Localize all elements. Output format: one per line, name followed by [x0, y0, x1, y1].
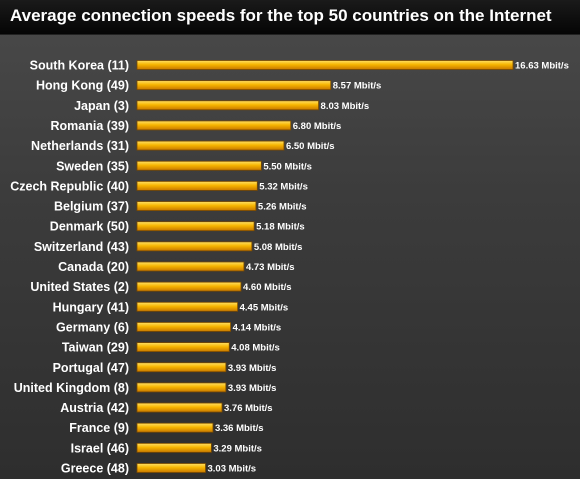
category-label: Hungary (41) [53, 300, 129, 314]
category-label: Greece (48) [61, 462, 129, 476]
value-label: 6.80 Mbit/s [293, 121, 342, 132]
value-label: 3.93 Mbit/s [228, 383, 277, 394]
category-label: Belgium (37) [54, 200, 129, 214]
value-label: 8.57 Mbit/s [333, 81, 382, 92]
bar [136, 201, 257, 211]
category-label: Austria (42) [60, 401, 129, 415]
category-label: Canada (20) [58, 260, 129, 274]
bar [136, 382, 227, 393]
bar [136, 100, 319, 111]
category-label: Romania (39) [51, 119, 130, 133]
bar [136, 463, 206, 473]
bar [136, 80, 332, 91]
value-label: 4.14 Mbit/s [233, 322, 282, 333]
value-label: 4.08 Mbit/s [231, 343, 280, 354]
value-label: 16.63 Mbit/s [515, 61, 569, 72]
category-label: Sweden (35) [56, 159, 129, 173]
category-label: Switzerland (43) [34, 240, 129, 254]
bar [136, 322, 232, 332]
category-label: Taiwan (29) [62, 341, 129, 355]
category-label: Portugal (47) [53, 361, 129, 375]
bar [136, 402, 223, 413]
category-label: Israel (46) [71, 441, 129, 455]
bar [136, 221, 255, 232]
title-bar: Average connection speeds for the top 50… [0, 0, 580, 35]
value-label: 5.18 Mbit/s [256, 222, 305, 233]
chart-title: Average connection speeds for the top 50… [10, 6, 552, 25]
bars-layer: South Korea (11) 16.63 Mbit/s Hong Kong (4… [10, 59, 569, 476]
bar [136, 342, 230, 353]
value-label: 5.26 Mbit/s [258, 202, 307, 213]
value-label: 8.03 Mbit/s [321, 101, 370, 112]
value-label: 5.08 Mbit/s [254, 242, 303, 253]
bar [136, 180, 258, 191]
bar [136, 301, 239, 312]
value-label: 3.76 Mbit/s [224, 403, 273, 414]
bar [136, 160, 262, 171]
value-label: 4.45 Mbit/s [240, 302, 289, 313]
category-label: Japan (3) [74, 99, 129, 113]
bar [136, 241, 253, 252]
value-label: 5.50 Mbit/s [263, 161, 312, 172]
category-label: Hong Kong (49) [36, 79, 129, 93]
bar [136, 140, 285, 151]
category-label: United States (2) [30, 280, 129, 294]
value-label: 3.93 Mbit/s [228, 363, 277, 374]
bar [136, 442, 212, 453]
bar [136, 281, 242, 292]
category-label: Netherlands (31) [31, 139, 129, 153]
category-label: Czech Republic (40) [10, 179, 129, 193]
value-label: 5.32 Mbit/s [259, 181, 308, 192]
value-label: 3.29 Mbit/s [213, 443, 262, 454]
value-label: 4.73 Mbit/s [246, 262, 295, 273]
category-label: Germany (6) [56, 320, 129, 334]
value-label: 6.50 Mbit/s [286, 141, 335, 152]
bar [136, 261, 245, 272]
category-label: United Kingdom (8) [14, 381, 129, 395]
bar [136, 60, 514, 70]
category-label: France (9) [69, 421, 129, 435]
value-label: 4.60 Mbit/s [243, 282, 292, 293]
bar [136, 362, 227, 373]
category-label: Denmark (50) [50, 220, 129, 234]
category-label: South Korea (11) [30, 59, 129, 73]
value-label: 3.03 Mbit/s [208, 464, 257, 475]
bar [136, 120, 292, 131]
bar [136, 422, 214, 433]
value-label: 3.36 Mbit/s [215, 423, 264, 434]
